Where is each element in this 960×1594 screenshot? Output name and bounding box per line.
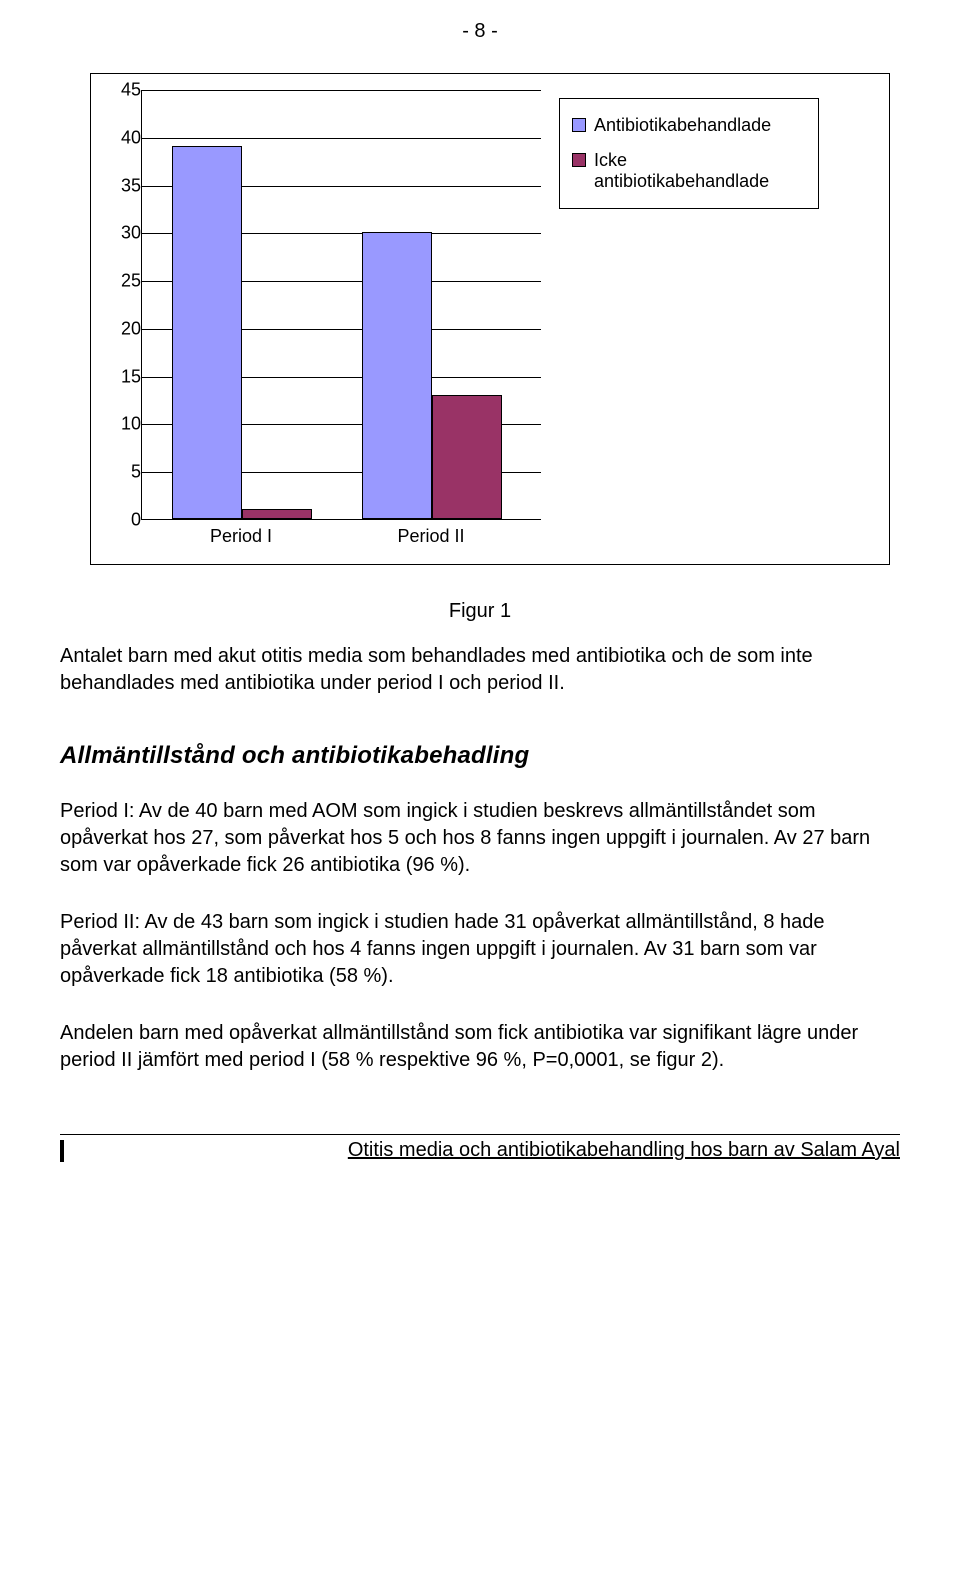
- y-tick-label: 10: [121, 414, 141, 435]
- x-axis-label: Period II: [361, 526, 501, 547]
- bar: [172, 146, 242, 519]
- y-tick-label: 35: [121, 175, 141, 196]
- legend-item: Antibiotikabehandlade: [572, 115, 806, 136]
- bar-group: [362, 232, 502, 519]
- y-tick-label: 5: [131, 462, 141, 483]
- y-tick-label: 30: [121, 223, 141, 244]
- section-heading: Allmäntillstånd och antibiotikabehadling: [60, 742, 900, 770]
- y-tick-label: 0: [131, 510, 141, 531]
- gridline: [142, 138, 541, 139]
- paragraph-1: Period I: Av de 40 barn med AOM som ingi…: [60, 798, 900, 879]
- y-tick-label: 25: [121, 271, 141, 292]
- footer-mark: [60, 1140, 64, 1162]
- axis-and-plot: 454035302520151050 Period IPeriod II: [107, 90, 541, 552]
- figure-caption: Figur 1: [60, 600, 900, 623]
- legend: Antibiotikabehandlade Icke antibiotikabeh…: [559, 98, 819, 209]
- legend-swatch: [572, 153, 586, 167]
- bar-group: [172, 146, 312, 519]
- x-axis-label: Period I: [171, 526, 311, 547]
- gridline: [142, 90, 541, 91]
- document-page: - 8 - 454035302520151050 Period IPeriod …: [0, 0, 960, 1192]
- chart-area: 454035302520151050 Period IPeriod II Ant…: [107, 90, 873, 552]
- legend-item: Icke antibiotikabehandlade: [572, 150, 806, 192]
- legend-label: Antibiotikabehandlade: [594, 115, 771, 136]
- legend-label: Icke antibiotikabehandlade: [594, 150, 806, 192]
- plot-area: [141, 90, 541, 520]
- chart-description: Antalet barn med akut otitis media som b…: [60, 643, 900, 697]
- x-axis-labels: Period I Period II: [141, 526, 541, 552]
- y-tick-label: 15: [121, 366, 141, 387]
- bar: [242, 509, 312, 519]
- y-tick-label: 40: [121, 127, 141, 148]
- legend-swatch: [572, 118, 586, 132]
- paragraph-2: Period II: Av de 43 barn som ingick i st…: [60, 909, 900, 990]
- bar: [432, 395, 502, 519]
- bar: [362, 232, 432, 519]
- y-axis: 454035302520151050: [107, 90, 141, 520]
- paragraph-3: Andelen barn med opåverkat allmäntillstå…: [60, 1020, 900, 1074]
- page-footer: Otitis media och antibiotikabehandling h…: [60, 1134, 900, 1162]
- page-number: - 8 -: [60, 20, 900, 43]
- plot-wrap: Period I Period II: [141, 90, 541, 552]
- chart-container: 45 40 35 30 25 20 15 10 5 0 Period I Period II Ant…: [90, 73, 890, 565]
- y-tick-label: 20: [121, 318, 141, 339]
- y-tick-label: 45: [121, 80, 141, 101]
- footer-text: Otitis media och antibiotikabehandling h…: [348, 1139, 900, 1162]
